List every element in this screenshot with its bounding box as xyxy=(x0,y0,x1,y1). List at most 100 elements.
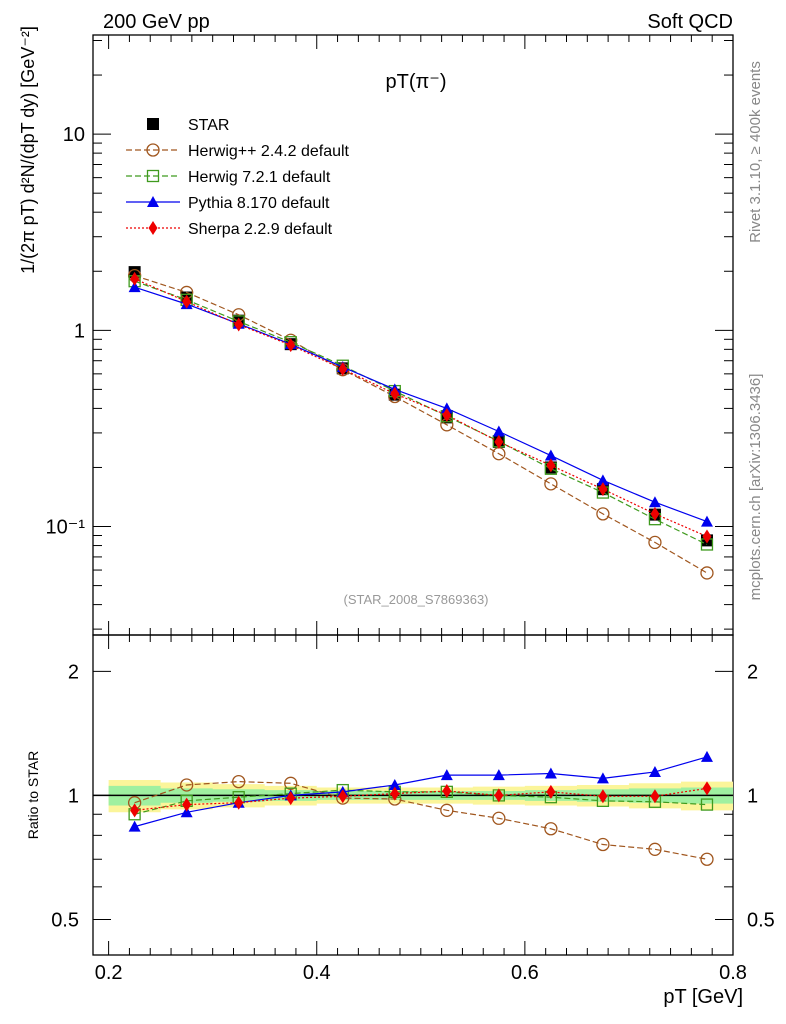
ratio-point xyxy=(650,789,660,804)
legend-label: Herwig++ 2.4.2 default xyxy=(188,143,350,160)
y-tick-label: 10 xyxy=(63,124,85,146)
series-4 xyxy=(130,271,712,544)
mcplots-label: mcplots.cern.ch [arXiv:1306.3436] xyxy=(747,374,764,601)
ratio-point xyxy=(492,811,506,825)
legend: STAR Herwig++ 2.4.2 default Herwig 7.2.1 d… xyxy=(126,117,350,238)
x-tick-label: 0.6 xyxy=(511,962,539,984)
series-1 xyxy=(127,268,714,580)
ratio-axis-ticks: 0.5 0.5 1 1 2 2 0.2 0.4 0.6 0.8 xyxy=(51,635,775,984)
series-line xyxy=(134,280,708,546)
data-point xyxy=(700,515,713,527)
ratio-series-group xyxy=(127,750,714,866)
ratio-point xyxy=(180,806,193,818)
data-point xyxy=(440,402,453,414)
series-0 xyxy=(128,266,713,547)
ratio-point xyxy=(440,803,454,817)
ratio-point xyxy=(702,781,712,796)
y-tick-label: 1 xyxy=(74,320,85,342)
data-point xyxy=(130,271,140,286)
header-left: 200 GeV pp xyxy=(103,11,210,33)
ratio-point xyxy=(130,803,140,818)
series-line xyxy=(134,278,708,538)
ratio-point xyxy=(700,750,713,762)
ratio-point xyxy=(284,776,298,790)
data-point xyxy=(492,425,505,437)
ratio-line xyxy=(134,781,708,860)
ratio-point xyxy=(180,778,194,792)
main-annotation: (STAR_2008_S7869363) xyxy=(343,592,488,607)
rivet-label: Rivet 3.1.10, ≥ 400k events xyxy=(747,61,764,243)
ratio-point xyxy=(338,789,348,804)
data-point xyxy=(494,434,504,449)
ratio-point xyxy=(128,820,141,832)
ratio-y-tick-label-right: 0.5 xyxy=(747,909,775,931)
data-point xyxy=(702,529,712,544)
y-tick-label: 10⁻¹ xyxy=(46,517,86,539)
ratio-point xyxy=(544,767,557,779)
main-axis-ticks: 10⁻¹ 1 10 xyxy=(46,35,734,635)
x-tick-label: 0.8 xyxy=(719,962,747,984)
data-point xyxy=(544,477,558,491)
x-tick-label: 0.4 xyxy=(303,962,331,984)
ratio-y-tick-label-right: 1 xyxy=(747,785,758,807)
ratio-point xyxy=(596,837,610,852)
ratio-point xyxy=(182,797,192,812)
ratio-point xyxy=(544,822,558,836)
legend-label: Herwig 7.2.1 default xyxy=(188,169,331,186)
data-point xyxy=(546,458,556,473)
x-tick-label: 0.2 xyxy=(95,962,123,984)
legend-label: STAR xyxy=(188,117,229,134)
ratio-point xyxy=(648,765,661,777)
ratio-point xyxy=(492,769,505,781)
x-axis-label: pT [GeV] xyxy=(663,986,743,1008)
data-point xyxy=(648,535,662,550)
ratio-y-tick-label: 1 xyxy=(68,785,79,807)
data-point xyxy=(700,566,714,580)
data-point xyxy=(234,317,244,332)
ratio-series-3 xyxy=(130,781,712,818)
legend-marker xyxy=(147,118,159,130)
ratio-point xyxy=(648,842,662,856)
legend-marker xyxy=(146,169,160,183)
main-plot: 10⁻¹ 1 10 pT(π⁻) (STAR_2008_S7869363) 1/(2… xyxy=(18,26,734,636)
main-series-group xyxy=(127,266,714,580)
ratio-uncertainty-band xyxy=(93,779,734,813)
main-title: pT(π⁻) xyxy=(385,71,446,93)
legend-marker xyxy=(148,221,158,235)
series-2 xyxy=(128,275,714,551)
data-point xyxy=(598,482,608,497)
main-y-axis-label: 1/(2π pT) d²N/(dpT dy) [GeV⁻²] xyxy=(18,26,38,274)
ratio-point xyxy=(596,772,609,784)
data-point xyxy=(648,496,661,508)
ratio-point xyxy=(234,795,244,810)
legend-label: Sherpa 2.2.9 default xyxy=(188,221,333,238)
data-point xyxy=(128,281,141,293)
ratio-point xyxy=(494,788,504,803)
ratio-plot: 0.5 0.5 1 1 2 2 0.2 0.4 0.6 0.8 Ratio to STAR pT … xyxy=(25,634,775,1008)
ratio-point xyxy=(700,852,714,866)
legend-label: Pythia 8.170 default xyxy=(188,195,330,212)
ratio-point xyxy=(598,789,608,804)
ratio-y-tick-label-right: 2 xyxy=(747,661,758,683)
ratio-line xyxy=(134,756,708,828)
data-point xyxy=(338,362,348,377)
ratio-point xyxy=(442,783,452,798)
data-point xyxy=(286,338,296,353)
ratio-y-label: Ratio to STAR xyxy=(25,751,41,839)
legend-marker xyxy=(147,196,159,207)
data-point xyxy=(544,449,557,461)
data-point xyxy=(596,507,610,521)
data-point xyxy=(390,386,400,401)
data-point xyxy=(650,506,660,521)
ratio-y-tick-label: 2 xyxy=(68,661,79,683)
ratio-series-1 xyxy=(128,783,714,821)
legend-marker xyxy=(146,143,160,157)
ratio-point xyxy=(390,786,400,801)
series-line xyxy=(134,275,708,574)
data-point xyxy=(182,294,192,309)
y-axis-label-text: 1/(2π pT) d²N/(dpT dy) [GeV⁻²] xyxy=(18,26,38,274)
ratio-point xyxy=(546,784,556,799)
ratio-point xyxy=(388,778,401,790)
data-point xyxy=(596,474,609,486)
ratio-line xyxy=(134,789,708,815)
